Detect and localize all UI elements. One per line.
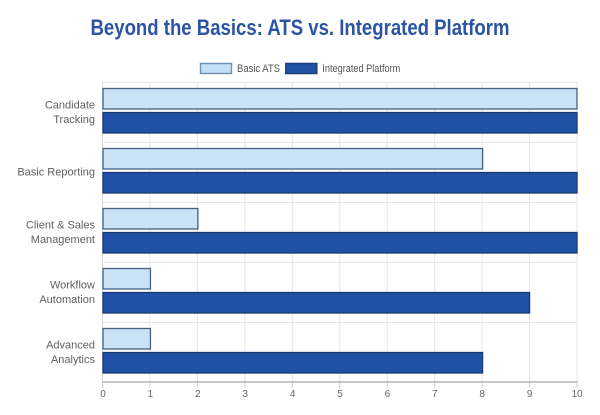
svg-text:9: 9 [527, 389, 533, 400]
svg-text:Beyond the Basics: ATS vs. Int: Beyond the Basics: ATS vs. Integrated Pl… [91, 15, 510, 40]
svg-text:1: 1 [148, 389, 154, 400]
svg-text:Client & Sales: Client & Sales [26, 219, 96, 231]
svg-text:10: 10 [571, 389, 583, 400]
svg-text:5: 5 [337, 389, 343, 400]
svg-text:Tracking: Tracking [53, 114, 95, 126]
svg-text:4: 4 [290, 389, 296, 400]
svg-text:3: 3 [242, 389, 248, 400]
svg-text:Integrated Platform: Integrated Platform [322, 63, 400, 75]
svg-text:Automation: Automation [39, 294, 95, 306]
svg-text:Advanced: Advanced [46, 339, 95, 351]
svg-text:Candidate: Candidate [45, 99, 95, 111]
svg-text:Workflow: Workflow [50, 279, 95, 291]
svg-text:Analytics: Analytics [51, 354, 96, 366]
svg-text:Management: Management [31, 234, 95, 246]
svg-text:0: 0 [100, 389, 106, 400]
svg-text:7: 7 [432, 389, 438, 400]
svg-text:8: 8 [479, 389, 485, 400]
svg-text:Basic Reporting: Basic Reporting [17, 167, 95, 179]
svg-text:Basic ATS: Basic ATS [237, 63, 280, 75]
svg-text:6: 6 [385, 389, 391, 400]
svg-text:2: 2 [195, 389, 201, 400]
